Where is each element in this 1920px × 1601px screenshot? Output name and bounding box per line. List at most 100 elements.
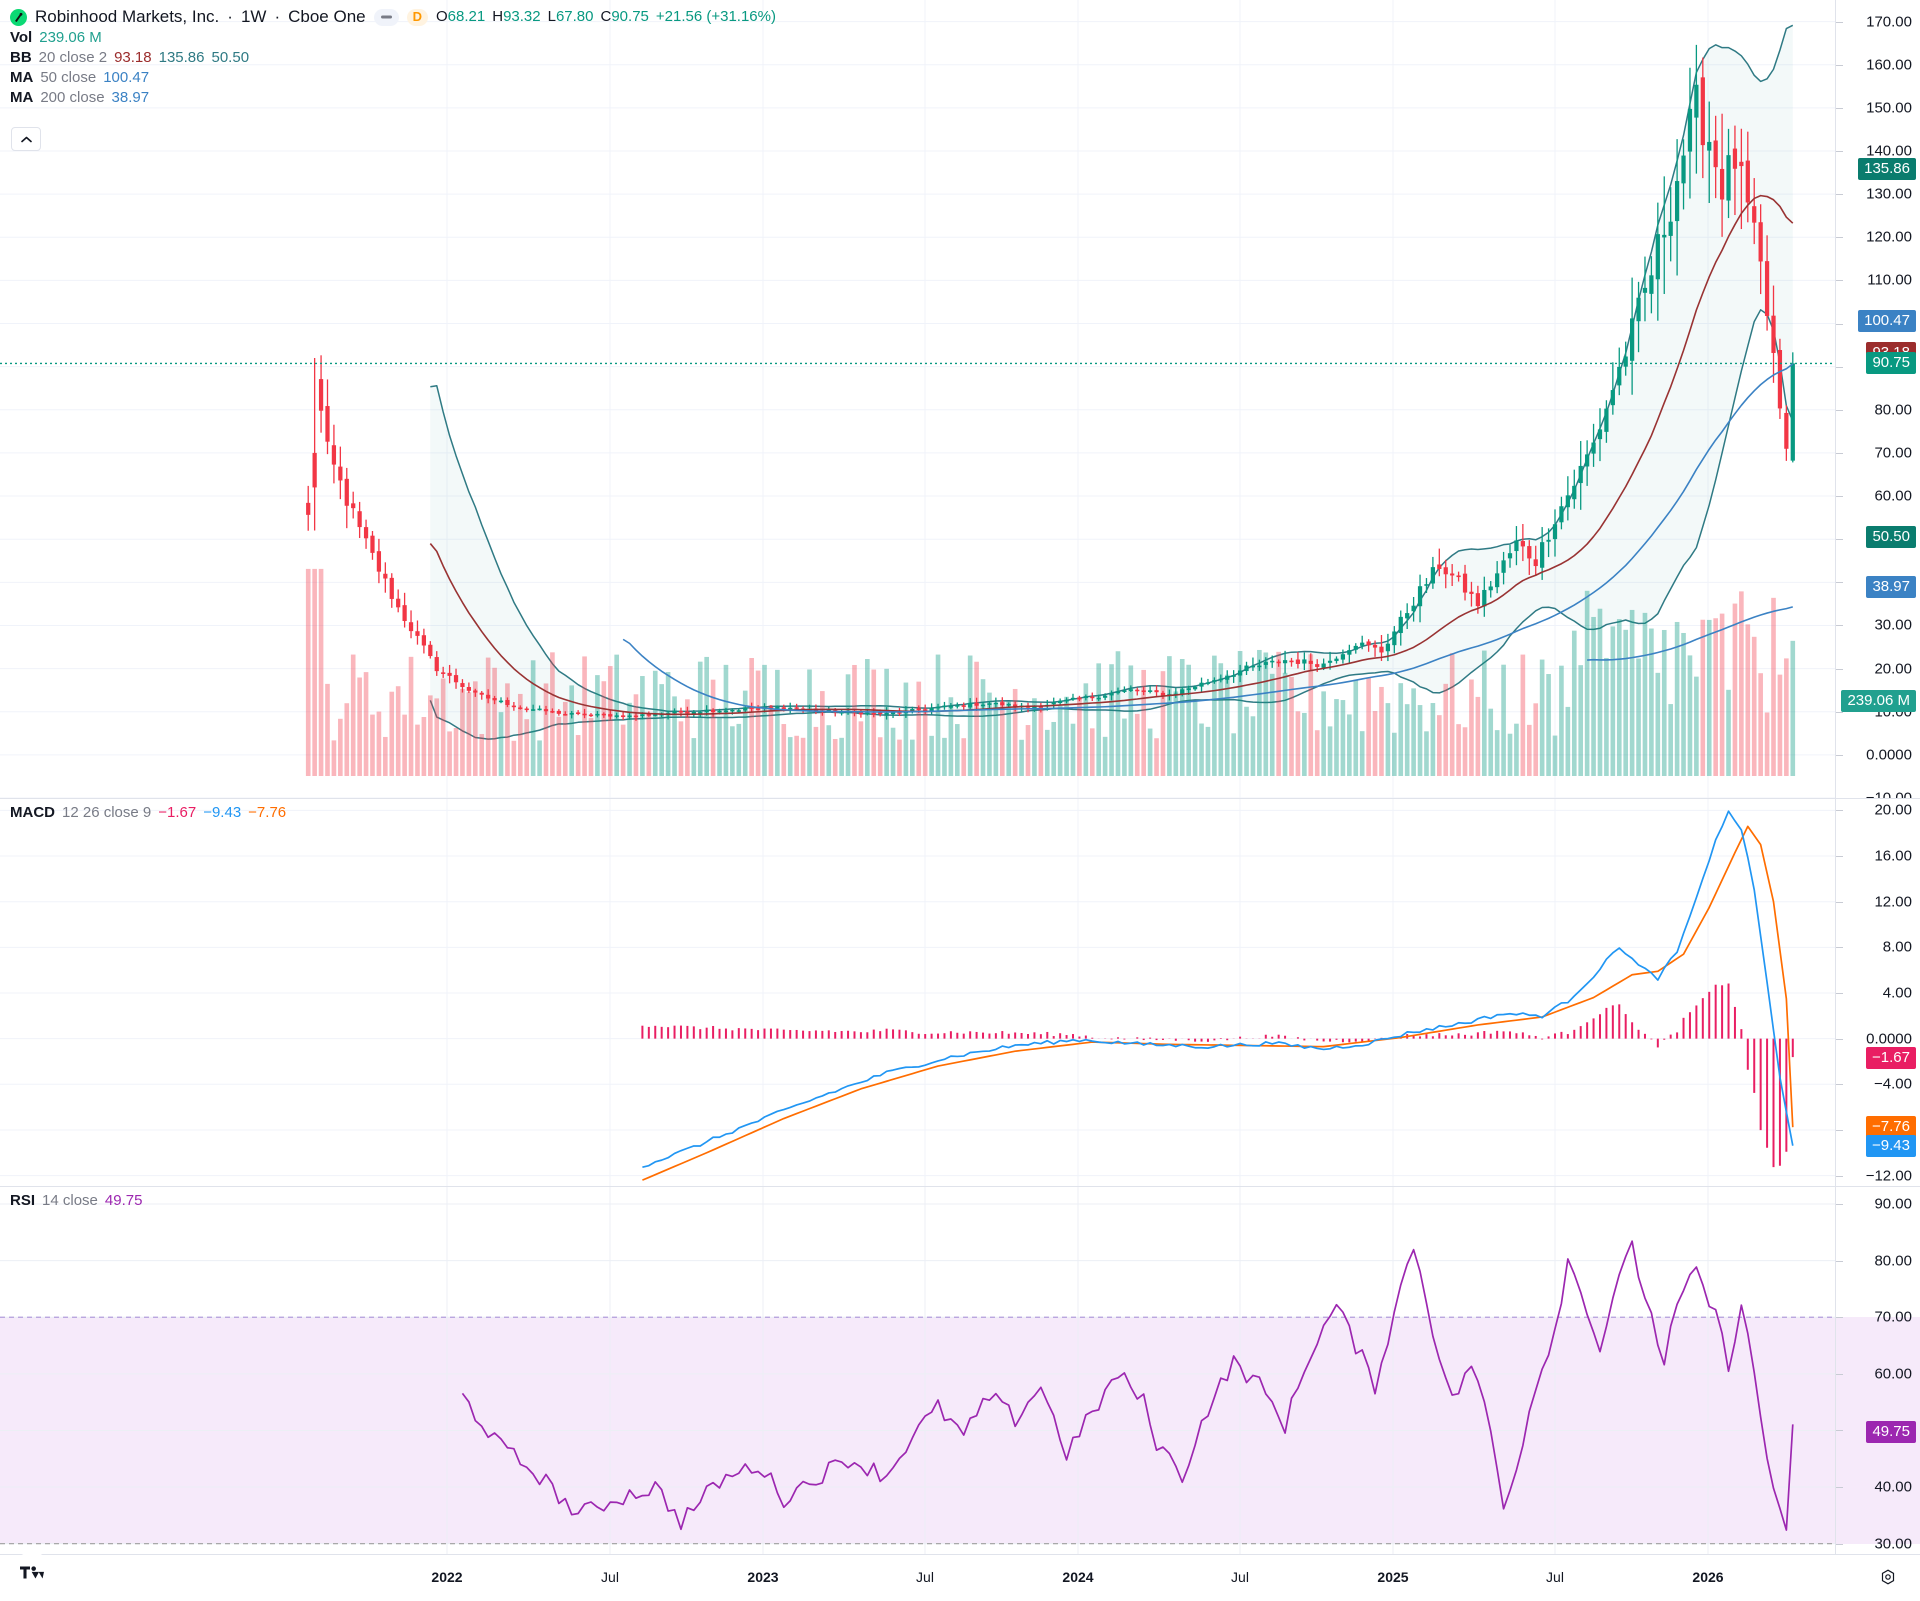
adjustment-chip[interactable]: D — [406, 8, 428, 26]
macd-plot-area[interactable] — [0, 799, 1836, 1187]
macd-badge[interactable]: −1.67 — [1866, 1046, 1916, 1069]
crosshair-settings-icon — [1881, 1569, 1895, 1585]
bar-style-icon[interactable] — [373, 8, 399, 26]
macd-line-value: −9.43 — [203, 804, 242, 821]
bb-params: 20 close 2 — [38, 49, 108, 66]
macd-legend[interactable]: MACD 12 26 close 9 −1.67 −9.43 −7.76 — [10, 803, 286, 823]
rsi-tick: 90.00 — [1874, 1195, 1912, 1213]
ma200-params: 200 close — [40, 89, 105, 106]
time-tick: Jul — [916, 1569, 934, 1585]
macd-tick: 4.00 — [1882, 984, 1912, 1002]
tick-mark — [1836, 107, 1843, 109]
tradingview-logo[interactable] — [12, 1552, 52, 1592]
macd-axis[interactable]: 20.0016.0012.008.004.000.0000−4.00−8.00−… — [1835, 799, 1920, 1187]
high-value: 93.32 — [503, 8, 541, 25]
rsi-tick: 40.00 — [1874, 1478, 1912, 1496]
ma50-legend-row[interactable]: MA 50 close 100.47 — [10, 68, 776, 88]
macd-tick: 20.00 — [1874, 801, 1912, 819]
low-label: L — [547, 8, 556, 25]
tick-mark — [1836, 1260, 1843, 1262]
rsi-tick: 60.00 — [1874, 1365, 1912, 1383]
price-tick: 120.00 — [1866, 228, 1912, 246]
ma50-params: 50 close — [40, 69, 97, 86]
robinhood-logo-icon — [10, 8, 27, 26]
tick-mark — [1836, 452, 1843, 454]
rsi-tick: 70.00 — [1874, 1308, 1912, 1326]
price-tick: 30.00 — [1874, 616, 1912, 634]
price-badge[interactable]: 239.06 M — [1841, 689, 1916, 712]
rsi-label: RSI — [10, 1192, 36, 1209]
price-tick: 70.00 — [1874, 444, 1912, 462]
bb-lower-value: 50.50 — [211, 49, 250, 66]
tick-mark — [1836, 993, 1843, 994]
bb-basis-value: 93.18 — [114, 49, 152, 66]
rsi-plot-area[interactable] — [0, 1187, 1836, 1555]
interval-label[interactable]: 1W — [240, 7, 267, 26]
chevron-up-icon — [20, 136, 32, 142]
price-badge[interactable]: 100.47 — [1858, 310, 1916, 333]
time-axis[interactable]: 2022 Jul 2023 Jul 2024 Jul 2025 Jul 2026 — [0, 1554, 1920, 1601]
tick-mark — [1836, 366, 1843, 368]
price-tick: 130.00 — [1866, 185, 1912, 203]
macd-tick: 8.00 — [1882, 938, 1912, 956]
chart-settings-button[interactable] — [1878, 1567, 1898, 1587]
price-axis[interactable]: 170.00 160.00 150.00 140.00 130.00 120.00 110.… — [1835, 0, 1920, 807]
rsi-badge[interactable]: 49.75 — [1866, 1420, 1916, 1443]
rsi-pane[interactable]: 90.0080.0070.0060.0050.0040.0030.0049.75… — [0, 1186, 1920, 1555]
price-tick: 20.00 — [1874, 660, 1912, 678]
ma50-value: 100.47 — [103, 69, 150, 86]
price-tick: 110.00 — [1867, 271, 1912, 289]
time-tick: Jul — [601, 1569, 619, 1585]
tick-mark — [1836, 901, 1843, 903]
tick-mark — [1836, 1543, 1843, 1545]
macd-tick: 12.00 — [1874, 893, 1912, 911]
low-value: 67.80 — [555, 8, 594, 25]
ma50-label: MA — [10, 69, 34, 86]
macd-label: MACD — [10, 804, 55, 821]
rsi-legend[interactable]: RSI 14 close 49.75 — [10, 1191, 142, 1211]
price-pane[interactable]: 170.00 160.00 150.00 140.00 130.00 120.00 110.… — [0, 0, 1920, 807]
exchange-label[interactable]: Cboe One — [288, 7, 366, 26]
macd-pane[interactable]: 20.0016.0012.008.004.000.0000−4.00−8.00−… — [0, 798, 1920, 1187]
tick-mark — [1836, 810, 1843, 812]
close-label: C — [600, 8, 612, 25]
tick-mark — [1836, 21, 1843, 23]
price-tick: 160.00 — [1866, 56, 1912, 74]
price-tick: 80.00 — [1874, 401, 1912, 419]
bb-upper-value: 135.86 — [158, 49, 205, 66]
macd-params: 12 26 close 9 — [62, 804, 152, 821]
tick-mark — [1836, 1084, 1843, 1086]
tick-mark — [1836, 711, 1843, 713]
tick-mark — [1836, 539, 1843, 541]
time-tick: 2026 — [1692, 1569, 1724, 1585]
time-tick: Jul — [1546, 1569, 1564, 1585]
tick-mark — [1836, 1430, 1843, 1432]
price-plot-area[interactable] — [0, 0, 1836, 798]
time-tick: 2025 — [1377, 1569, 1409, 1585]
ma200-label: MA — [10, 89, 34, 106]
tick-mark — [1836, 496, 1843, 498]
price-badge[interactable]: 90.75 — [1866, 352, 1916, 375]
tick-mark — [1836, 625, 1843, 627]
bb-legend-row[interactable]: BB 20 close 2 93.18 135.86 50.50 — [10, 48, 776, 68]
symbol-row[interactable]: Robinhood Markets, Inc. · 1W · Cboe One … — [10, 6, 776, 28]
macd-tick: 0.0000 — [1866, 1030, 1912, 1048]
ma200-legend-row[interactable]: MA 200 close 38.97 — [10, 88, 776, 108]
price-badge[interactable]: 50.50 — [1866, 526, 1916, 549]
collapse-legend-button[interactable] — [11, 127, 41, 151]
close-value: 90.75 — [611, 8, 649, 25]
macd-badge[interactable]: −7.76 — [1866, 1116, 1916, 1139]
tick-mark — [1836, 409, 1843, 411]
macd-badge[interactable]: −9.43 — [1866, 1135, 1916, 1158]
open-value: 68.21 — [447, 8, 486, 25]
tick-mark — [1836, 754, 1843, 756]
tick-mark — [1836, 1203, 1843, 1205]
price-badge[interactable]: 135.86 — [1858, 157, 1916, 180]
price-badge[interactable]: 38.97 — [1866, 575, 1916, 598]
macd-signal-value: −7.76 — [248, 804, 287, 821]
tick-mark — [1836, 237, 1843, 239]
symbol-name[interactable]: Robinhood Markets, Inc. — [35, 7, 220, 26]
volume-legend-row[interactable]: Vol 239.06 M — [10, 28, 776, 48]
rsi-params: 14 close — [42, 1192, 98, 1209]
